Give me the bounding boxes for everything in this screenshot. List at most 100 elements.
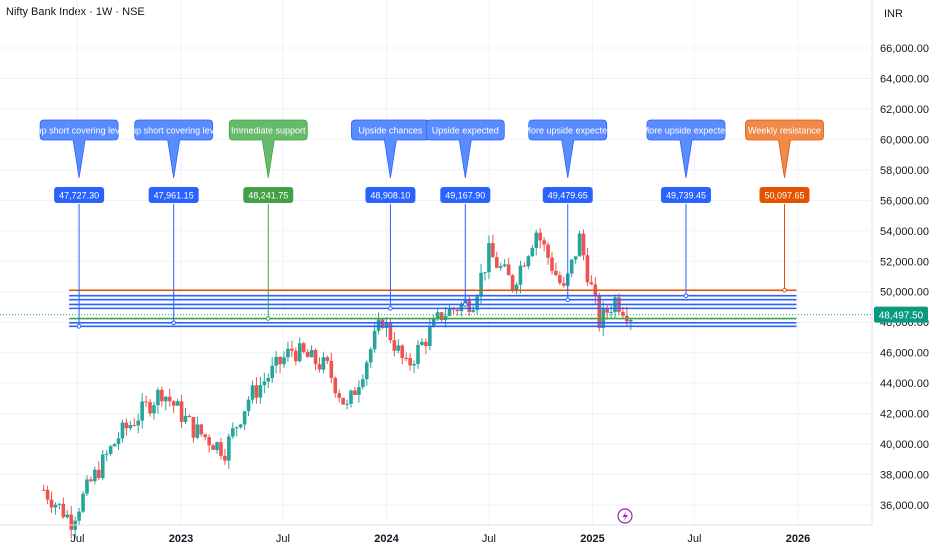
candle-up <box>262 381 267 386</box>
annotation: Weekly resistance 50,097.65 <box>745 119 824 293</box>
candle-down <box>41 489 46 491</box>
candle-down <box>495 257 499 268</box>
price-tick-label: 40,000.00 <box>880 439 929 451</box>
candle-up <box>514 284 519 290</box>
price-label-box <box>148 187 199 203</box>
candle-down <box>207 437 211 446</box>
annotation-anchor <box>683 293 689 299</box>
annotation-anchor <box>782 287 787 293</box>
candle-up <box>479 272 483 297</box>
candle-up <box>286 348 290 358</box>
candle-up <box>459 303 464 312</box>
price-tick-label: 46,000.00 <box>880 348 929 360</box>
candle-down <box>400 345 405 358</box>
candle-up <box>573 256 578 260</box>
annotation-anchor <box>565 297 571 302</box>
candle-down <box>199 424 204 435</box>
price-label: 47,727.30 <box>59 191 99 201</box>
candle-up <box>57 503 62 505</box>
candle-down <box>546 244 550 258</box>
callout-label: Imp short covering level <box>32 126 127 136</box>
candle-up <box>274 356 278 366</box>
price-label-box <box>660 187 711 203</box>
candle-up <box>116 438 121 445</box>
chart-title: Nifty Bank Index · 1W · NSE <box>6 6 145 18</box>
callout-bubble <box>228 119 308 179</box>
callout-label: More upside expected <box>642 126 731 136</box>
candle-up <box>93 469 97 482</box>
last-price-box <box>874 306 928 323</box>
time-axis[interactable]: Jul 2023 Jul 2024 Jul 2025 Jul 2026 <box>70 533 810 545</box>
candle-up <box>321 357 326 370</box>
candle-down <box>380 319 385 328</box>
candle-up <box>435 312 440 319</box>
candle-up <box>447 308 452 316</box>
price-tick-label: 62,000.00 <box>880 104 929 116</box>
candle-down <box>171 401 176 406</box>
candle-up <box>230 428 235 437</box>
candle-up <box>412 364 416 366</box>
candle-down <box>89 479 93 482</box>
candle-up <box>152 405 156 414</box>
candle-down <box>585 255 590 283</box>
last-price-label: 48,497.50 <box>879 311 924 322</box>
price-tick-label: 54,000.00 <box>880 226 929 238</box>
candle-down <box>167 396 172 402</box>
candle-down <box>506 264 511 276</box>
callout-bubble <box>39 119 119 179</box>
candle-up <box>238 424 243 428</box>
candle-up <box>396 345 401 351</box>
candle-up <box>140 401 144 421</box>
candle-down <box>254 385 259 398</box>
candle-up <box>65 514 70 518</box>
candle-up <box>428 326 432 346</box>
candle-down <box>597 295 602 328</box>
candle-down <box>49 499 54 508</box>
price-tick-label: 36,000.00 <box>880 500 929 512</box>
candle-down <box>510 275 515 290</box>
time-tick-label: Jul <box>482 533 496 545</box>
annotation-anchor <box>171 320 176 326</box>
candle-up <box>242 411 247 425</box>
price-tick-label: 64,000.00 <box>880 73 929 85</box>
price-axis[interactable]: 36,000.00 38,000.00 40,000.00 42,000.00 44,0… <box>880 43 929 512</box>
candle-down <box>404 357 408 359</box>
candle-down <box>290 348 294 351</box>
candle-down <box>317 364 322 370</box>
time-tick-label: Jul <box>687 533 701 545</box>
candle-down <box>550 257 554 271</box>
price-label: 47,961.15 <box>154 191 194 201</box>
time-tick-label: Jul <box>276 533 290 545</box>
candle-up <box>372 330 377 350</box>
candle-down <box>223 455 227 461</box>
candle-down <box>554 270 558 276</box>
candle-down <box>333 377 338 394</box>
last-price-marker: 48,497.50 <box>0 306 928 323</box>
candle-down <box>388 322 393 341</box>
callout-label: Upside chances <box>358 126 423 136</box>
annotation: Imp short covering level 47,961.15 <box>126 119 221 326</box>
candle-down <box>542 240 546 245</box>
candle-down <box>408 358 412 366</box>
candle-up <box>297 343 302 362</box>
candle-up <box>270 365 274 379</box>
candle-down <box>97 469 101 479</box>
candle-down <box>455 309 460 312</box>
time-tick-label: 2023 <box>169 533 193 545</box>
candle-down <box>219 442 223 456</box>
candle-up <box>266 378 271 382</box>
annotations: Imp short covering level 47,727.30 Imp sho… <box>32 119 824 329</box>
lightning-icon[interactable] <box>617 508 633 524</box>
candle-up <box>526 256 531 267</box>
candle-up <box>227 436 231 461</box>
annotation-anchor <box>265 316 271 321</box>
candle-down <box>522 265 527 267</box>
candle-up <box>164 396 168 402</box>
annotation-anchor <box>462 302 468 307</box>
price-label: 49,479.65 <box>548 191 588 201</box>
candle-up <box>364 362 369 380</box>
time-tick-label: 2026 <box>786 533 810 545</box>
callout-bubble <box>528 119 608 179</box>
candle-up <box>384 322 389 328</box>
